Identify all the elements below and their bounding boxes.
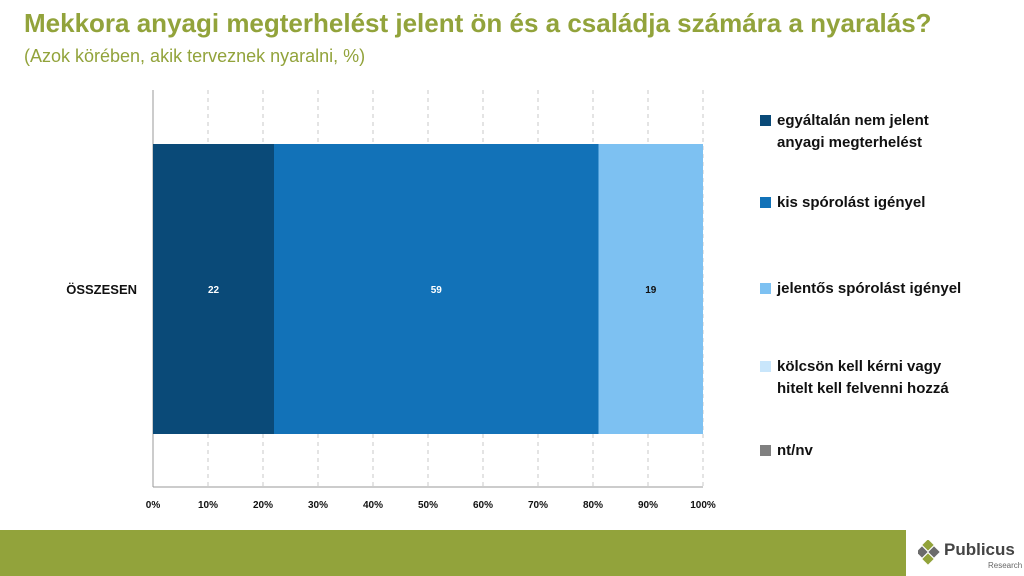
page-title: Mekkora anyagi megterhelést jelent ön és…	[24, 8, 932, 38]
legend-item: nt/nv	[760, 440, 1007, 462]
legend-label: jelentős spórolást igényel	[777, 278, 1007, 300]
legend-label-line: egyáltalán nem jelent	[777, 112, 929, 129]
x-tick-label: 90%	[638, 500, 658, 511]
x-tick-label: 40%	[363, 500, 383, 511]
x-tick-label: 0%	[146, 500, 161, 511]
data-label: 19	[645, 285, 657, 296]
legend-swatch	[760, 361, 771, 372]
x-tick-label: 20%	[253, 500, 273, 511]
data-label: 22	[208, 285, 220, 296]
x-tick-label: 50%	[418, 500, 438, 511]
legend-label: egyáltalán nem jelent anyagi megterhelést	[777, 110, 1007, 154]
logo-icon	[918, 540, 940, 565]
page-subtitle: (Azok körében, akik terveznek nyaralni, …	[24, 46, 366, 66]
data-label: 59	[431, 285, 443, 296]
legend-swatch	[760, 115, 771, 126]
bar-segment	[153, 144, 274, 434]
stacked-bar-chart: 0% 10% 20% 30% 40% 50% 60% 70% 80% 90% 100% ÖSSZESE…	[66, 90, 716, 511]
legend-item: jelentős spórolást igényel	[760, 278, 1007, 300]
legend-label-line: kölcsön kell kérni vagy	[777, 358, 942, 375]
x-tick-label: 10%	[198, 500, 218, 511]
legend-swatch	[760, 197, 771, 208]
bar-segment	[598, 144, 703, 434]
legend-label: kölcsön kell kérni vagy hitelt kell felve…	[777, 356, 1007, 400]
legend-swatch	[760, 445, 771, 456]
x-tick-label: 80%	[583, 500, 603, 511]
publicus-logo: Publicus Research	[916, 536, 1024, 576]
x-tick-label: 60%	[473, 500, 493, 511]
category-label: ÖSSZESEN	[66, 282, 137, 297]
logo-sub: Research	[988, 561, 1023, 570]
legend-label-line: nt/nv	[777, 442, 813, 459]
legend-label-line: jelentős spórolást igényel	[777, 280, 962, 297]
x-tick-label: 30%	[308, 500, 328, 511]
footer-bar	[0, 530, 906, 576]
legend-label: nt/nv	[777, 440, 1007, 462]
x-tick-label: 100%	[690, 500, 716, 511]
legend-label-line: hitelt kell felvenni hozzá	[777, 380, 949, 397]
x-tick-label: 70%	[528, 500, 548, 511]
legend-label: kis spórolást igényel	[777, 192, 1007, 214]
legend-item: kis spórolást igényel	[760, 192, 1007, 214]
legend-item: kölcsön kell kérni vagy hitelt kell felve…	[760, 356, 1007, 400]
legend-label-line: anyagi megterhelést	[777, 134, 923, 151]
bar-segment	[274, 144, 599, 434]
legend-label-line: kis spórolást igényel	[777, 194, 926, 211]
legend-item: egyáltalán nem jelent anyagi megterhelést	[760, 110, 1007, 154]
legend-swatch	[760, 283, 771, 294]
logo-name: Publicus	[944, 540, 1015, 559]
